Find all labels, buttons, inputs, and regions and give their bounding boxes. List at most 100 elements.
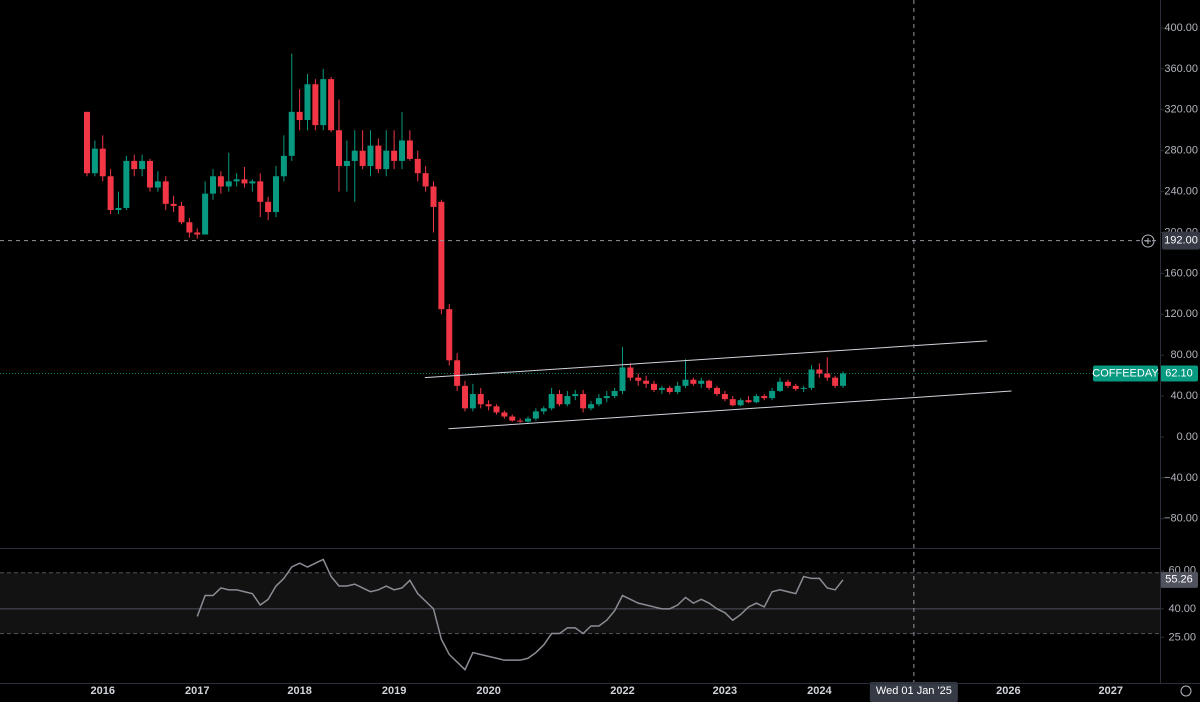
- candle-body: [288, 111, 295, 156]
- crosshair-time-box: [869, 682, 958, 702]
- candle-body: [761, 396, 768, 399]
- y-tick-label: 120.00: [1164, 308, 1198, 320]
- candle-body: [509, 416, 516, 421]
- candle-body: [233, 179, 240, 182]
- candle-body: [304, 84, 311, 121]
- x-tick-label: 2027: [1099, 685, 1123, 697]
- price-pane: [0, 53, 1160, 430]
- candle-body: [154, 181, 161, 188]
- candle-body: [123, 160, 130, 208]
- candle-body: [493, 406, 500, 413]
- candle-body: [745, 400, 752, 403]
- y-tick-label: 400.00: [1164, 22, 1198, 34]
- x-tick-label: 2023: [713, 685, 737, 697]
- y-tick-label: 40.00: [1170, 390, 1198, 402]
- candle-body: [682, 379, 689, 386]
- candle-body: [784, 381, 791, 386]
- candle-body: [225, 181, 232, 187]
- candle-body: [816, 369, 823, 374]
- candle-body: [249, 181, 256, 184]
- rsi-pane: [0, 558, 1160, 671]
- candle-body: [383, 150, 390, 170]
- candle-body: [312, 84, 319, 126]
- candle-body: [170, 203, 177, 206]
- candle-body: [635, 377, 642, 381]
- candle-body: [737, 400, 744, 406]
- x-tick-label: 2017: [185, 685, 209, 697]
- candle-body: [414, 158, 421, 174]
- y-tick-label: 360.00: [1164, 63, 1198, 75]
- candle-body: [611, 390, 618, 397]
- crosshair-time-label: Wed 01 Jan '25: [876, 685, 952, 697]
- candle-body: [572, 394, 579, 397]
- add-alert-icon[interactable]: [1141, 234, 1155, 248]
- candle-body: [721, 394, 728, 400]
- add-alert-plus: [1145, 238, 1151, 244]
- candle-body: [532, 411, 539, 419]
- y-tick-label: 25.00: [1168, 631, 1196, 643]
- last-price-box: [1160, 365, 1198, 382]
- x-tick-label: 2016: [91, 685, 115, 697]
- candle-body: [147, 160, 153, 188]
- candle-body: [564, 396, 571, 405]
- candle-body: [627, 367, 634, 378]
- x-tick-label: 2018: [287, 685, 311, 697]
- candle-body: [320, 79, 327, 126]
- candle-body: [139, 160, 146, 170]
- candle-body: [840, 373, 846, 386]
- candle-body: [430, 186, 437, 207]
- crosshair-price-label: 192.00: [1164, 235, 1198, 247]
- candle-body: [391, 150, 398, 161]
- x-tick-label: 2019: [382, 685, 406, 697]
- y-tick-label: −40.00: [1164, 472, 1198, 484]
- candle-body: [186, 222, 193, 233]
- candle-body: [162, 181, 169, 204]
- candle-body: [280, 155, 287, 177]
- candle-body: [729, 399, 736, 406]
- x-tick-label: 2020: [476, 685, 500, 697]
- rsi-band: [0, 572, 1160, 634]
- candle-body: [343, 160, 350, 167]
- candle-body: [556, 394, 563, 405]
- candle-body: [643, 380, 650, 384]
- candle-body: [706, 380, 713, 388]
- candle-body: [666, 387, 673, 392]
- candle-body: [328, 79, 335, 131]
- candle-body: [714, 387, 720, 395]
- candle-body: [194, 232, 201, 235]
- candle-body: [107, 176, 114, 210]
- candle-body: [115, 207, 122, 210]
- candle-body: [91, 148, 98, 174]
- candle-body: [769, 390, 776, 399]
- rsi-last-box: [1160, 571, 1198, 588]
- rsi-last-label: 55.26: [1165, 574, 1193, 586]
- candle-body: [517, 420, 524, 422]
- candle-body: [540, 408, 547, 412]
- trend-line: [424, 340, 988, 379]
- candle-body: [438, 201, 445, 310]
- candle-body: [210, 176, 216, 194]
- candle-body: [485, 404, 492, 407]
- y-tick-label: 280.00: [1164, 145, 1198, 157]
- settings-icon[interactable]: [1180, 685, 1192, 697]
- symbol-tag: COFFEEDAY: [1092, 367, 1159, 379]
- candle-body: [469, 394, 476, 409]
- candle-body: [273, 176, 279, 213]
- rsi-line: [196, 558, 844, 671]
- candle-body: [603, 396, 610, 399]
- y-tick-label: 320.00: [1164, 104, 1198, 116]
- candle-body: [674, 385, 681, 392]
- candle-body: [406, 140, 413, 159]
- candle-body: [351, 150, 358, 161]
- crosshair-price-box: [1162, 231, 1200, 250]
- candle-body: [336, 130, 342, 167]
- y-tick-label: −80.00: [1164, 513, 1198, 525]
- y-tick-label: 40.00: [1168, 603, 1196, 615]
- candle-body: [658, 387, 665, 390]
- candle-body: [446, 309, 453, 361]
- candle-body: [265, 201, 272, 213]
- x-tick-label: 2024: [807, 685, 832, 697]
- candle-body: [131, 160, 138, 170]
- candle-body: [832, 377, 839, 386]
